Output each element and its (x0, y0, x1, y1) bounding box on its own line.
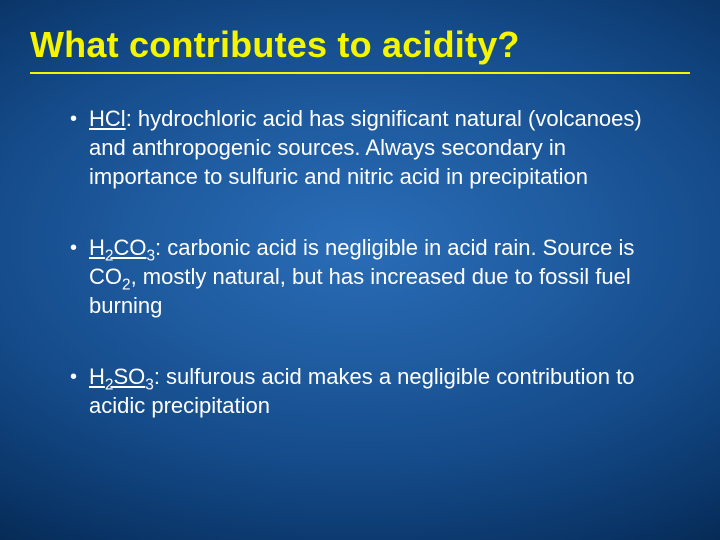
chemical-formula: HCl (89, 106, 126, 131)
bullet-text: H2SO3: sulfurous acid makes a negligible… (89, 362, 670, 420)
bullet-item: • HCl: hydrochloric acid has significant… (70, 104, 670, 191)
bullet-marker-icon: • (70, 364, 77, 390)
chemical-formula: H2CO3 (89, 235, 155, 260)
chemical-formula: H2SO3 (89, 364, 154, 389)
bullet-item: • H2CO3: carbonic acid is negligible in … (70, 233, 670, 320)
slide: What contributes to acidity? • HCl: hydr… (0, 0, 720, 540)
bullet-description: : sulfurous acid makes a negligible cont… (89, 364, 634, 418)
bullet-text: HCl: hydrochloric acid has significant n… (89, 104, 670, 191)
bullet-marker-icon: • (70, 106, 77, 132)
slide-title: What contributes to acidity? (0, 0, 720, 66)
bullet-text: H2CO3: carbonic acid is negligible in ac… (89, 233, 670, 320)
bullet-description: : hydrochloric acid has significant natu… (89, 106, 642, 189)
bullet-description: : carbonic acid is negligible in acid ra… (89, 235, 634, 318)
bullet-item: • H2SO3: sulfurous acid makes a negligib… (70, 362, 670, 420)
bullet-marker-icon: • (70, 235, 77, 261)
slide-content: • HCl: hydrochloric acid has significant… (0, 74, 720, 420)
